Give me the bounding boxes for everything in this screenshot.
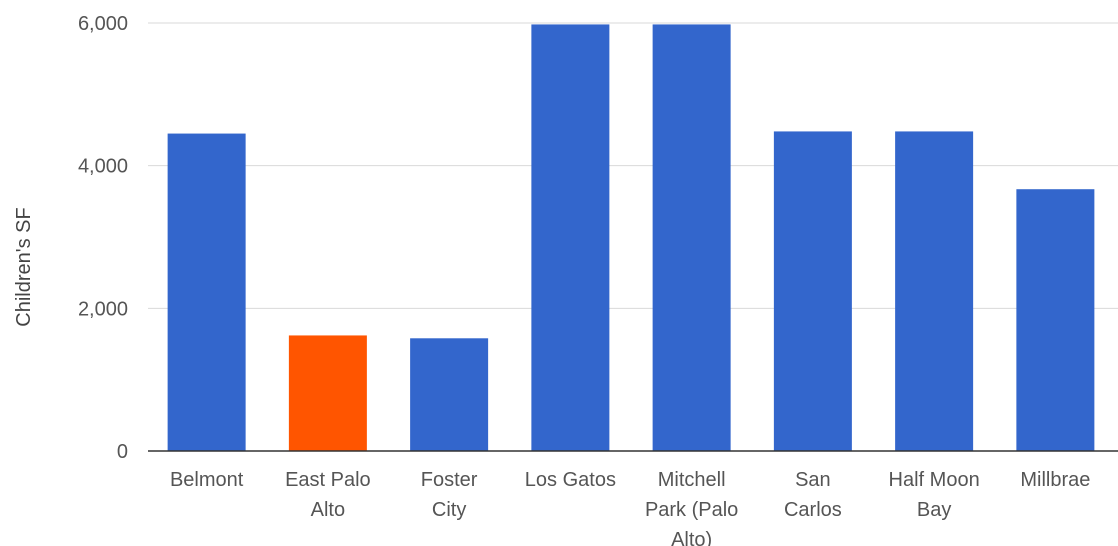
x-category-label: Millbrae (1020, 469, 1090, 491)
x-axis-labels: Belmont East Palo Alto Foster City Los Gatos M… (170, 469, 1090, 546)
y-axis-ticks: 0 2,000 4,000 6,000 (78, 13, 128, 463)
bar-east-palo-alto (288, 335, 367, 451)
bar-half-moon-bay (895, 131, 974, 451)
x-category-label: Mitchell Park (Palo Alto) (645, 469, 738, 546)
y-tick-label: 0 (117, 441, 128, 463)
x-category-label: East Palo Alto (285, 469, 371, 521)
x-category-label: Los Gatos (525, 469, 616, 491)
y-tick-label: 6,000 (78, 13, 128, 35)
bars (167, 24, 1095, 452)
x-category-label: Half Moon Bay (889, 469, 980, 521)
y-tick-label: 4,000 (78, 156, 128, 178)
bar-los-gatos (531, 24, 610, 451)
bar-mitchell-park-palo-alto (652, 24, 731, 451)
x-category-label: Belmont (170, 469, 244, 491)
x-category-label: San Carlos (784, 469, 842, 521)
y-axis-title: Children's SF (13, 207, 35, 326)
x-category-label: Foster City (421, 469, 478, 521)
y-tick-label: 2,000 (78, 298, 128, 320)
bar-millbrae (1016, 189, 1095, 451)
bar-foster-city (410, 338, 489, 451)
bar-san-carlos (773, 131, 852, 451)
bar-belmont (167, 133, 246, 452)
